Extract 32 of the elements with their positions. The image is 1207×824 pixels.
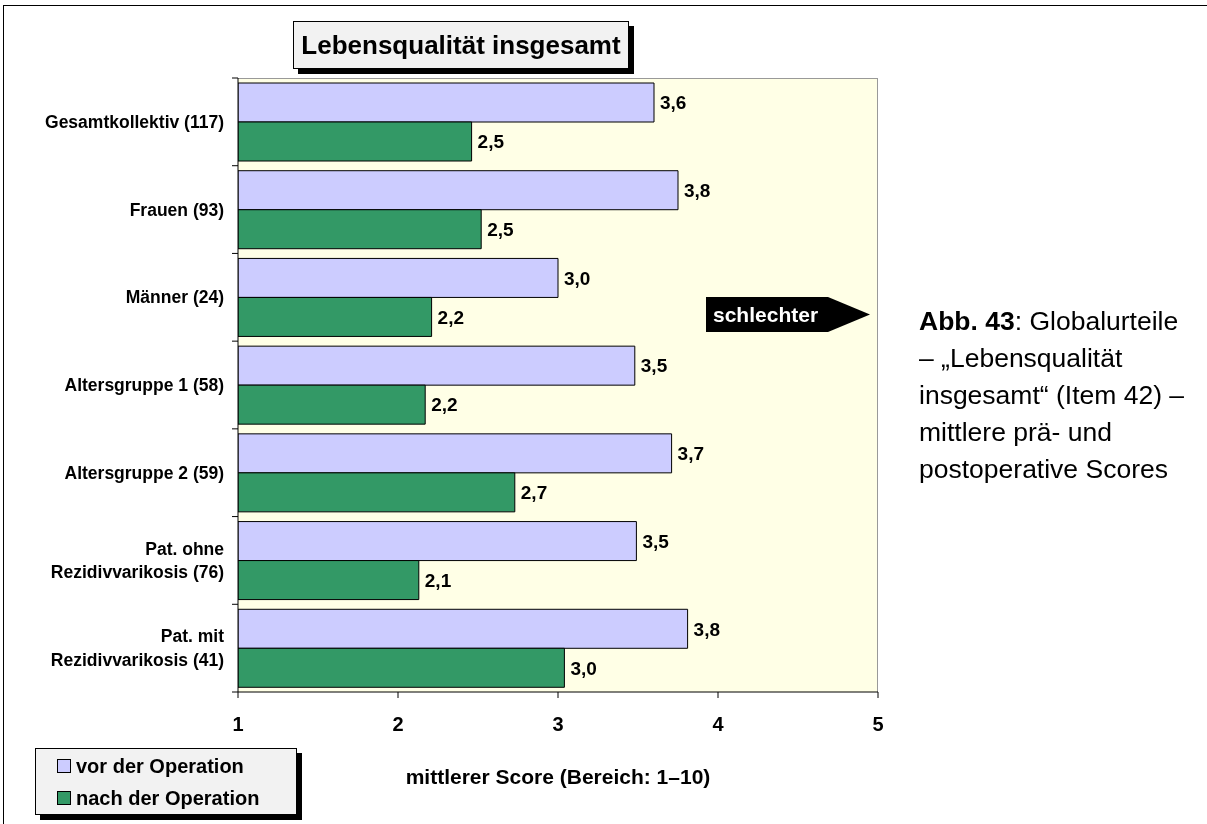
data-label: 2,5 xyxy=(477,131,505,153)
y-tick-label: Frauen (93) xyxy=(129,199,224,220)
annotation: schlechter xyxy=(713,302,819,327)
y-tick-label: Gesamtkollektiv (117) xyxy=(45,111,224,132)
data-label: 2,2 xyxy=(437,306,465,328)
x-tick-label: 5 xyxy=(872,713,884,736)
y-tick-label: Pat. mit Rezidivvarikosis (41) xyxy=(50,626,225,670)
chart-title: Lebensqualität insgesamt xyxy=(301,29,621,61)
y-tick-label: Altersgruppe 2 (59) xyxy=(64,462,224,483)
y-tick-label: Pat. ohne Rezidivvarikosis (76) xyxy=(50,538,225,583)
y-tick-label: Männer (24) xyxy=(125,287,224,308)
data-label: 3,5 xyxy=(642,530,670,552)
data-label: 2,1 xyxy=(424,569,452,591)
caption: Abb. 43: Globalurteile – „Lebensqualität insgesamt“ (Item 42) – mittlere prä- und postoperative Scores xyxy=(919,306,1185,484)
data-label: 3,8 xyxy=(693,618,721,640)
x-tick-label: 3 xyxy=(552,713,564,736)
data-label: 3,0 xyxy=(564,267,591,289)
data-label: 3,8 xyxy=(684,179,711,201)
x-tick-label: 2 xyxy=(392,713,404,736)
data-label: 3,7 xyxy=(677,443,705,465)
x-tick-label: 1 xyxy=(232,713,244,736)
data-label: 2,5 xyxy=(487,218,515,240)
data-label: 3,6 xyxy=(660,92,687,114)
data-label: 3,5 xyxy=(640,355,668,377)
x-axis-title: mittlerer Score (Bereich: 1–10) xyxy=(405,764,711,788)
data-label: 3,0 xyxy=(570,657,597,679)
legend-label: vor der Operation xyxy=(76,754,244,778)
data-label: 2,7 xyxy=(520,482,548,504)
data-label: 2,2 xyxy=(431,394,458,416)
x-tick-label: 4 xyxy=(712,713,725,736)
y-tick-label: Altersgruppe 1 (58) xyxy=(64,375,224,395)
legend-label: nach der Operation xyxy=(76,786,260,810)
